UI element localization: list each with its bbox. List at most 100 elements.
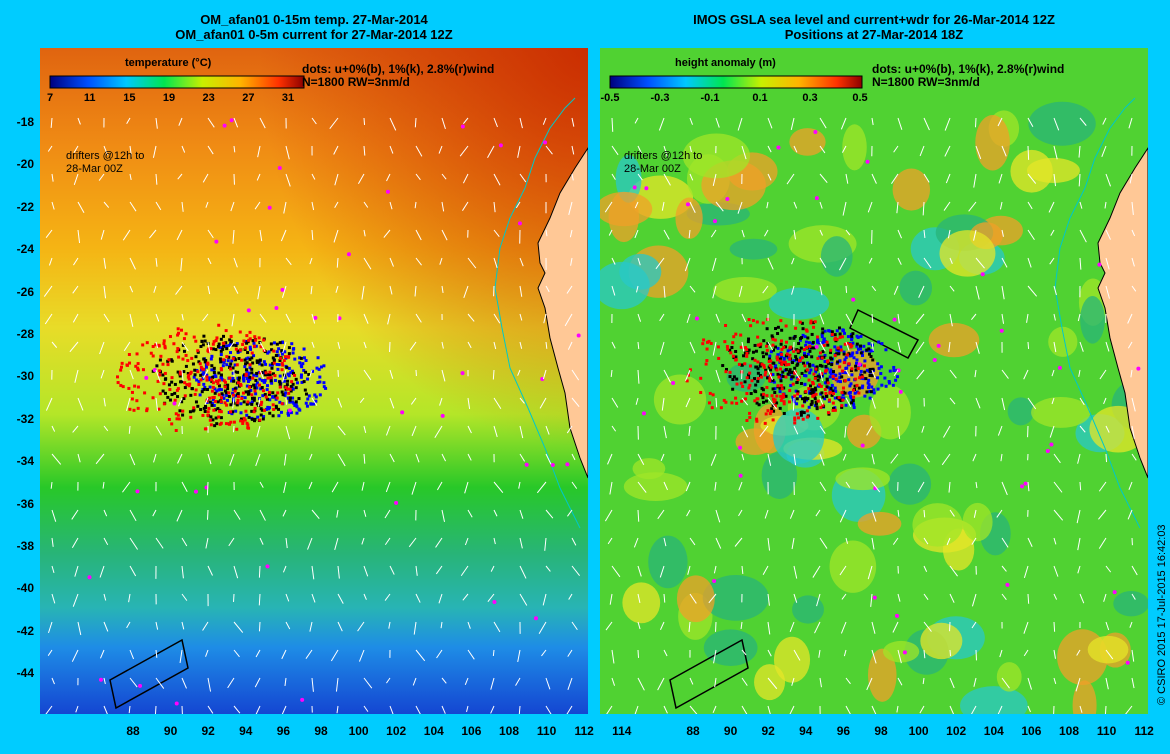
drift-dot-black [271, 372, 275, 376]
drift-dot-blue [808, 346, 812, 350]
drift-dot-black [821, 350, 825, 354]
drift-dot-red [232, 420, 236, 424]
current-arrow [1079, 593, 1085, 604]
drift-dot-red [807, 387, 811, 391]
current-arrow [571, 145, 575, 155]
drifter-marker [246, 308, 251, 313]
current-arrow [897, 341, 901, 353]
drift-dot-red [174, 428, 178, 432]
current-arrow [663, 649, 668, 657]
drift-dot-blue [850, 373, 854, 377]
current-arrow [155, 397, 159, 411]
drift-dot-blue [809, 368, 813, 372]
current-arrow [258, 565, 261, 578]
drift-dot-red [217, 323, 221, 327]
current-arrow [435, 537, 443, 548]
current-arrow [384, 537, 391, 546]
drift-dot-blue [291, 347, 295, 351]
drift-dot-black [250, 396, 254, 400]
current-arrow [177, 173, 183, 180]
current-arrow [285, 313, 291, 323]
drift-dot-red [823, 388, 827, 392]
drift-dot-black [181, 343, 185, 347]
current-arrow [441, 509, 445, 522]
current-arrow [545, 145, 553, 155]
drift-dot-black [212, 370, 216, 374]
drift-dot-red [812, 372, 816, 376]
current-arrow [897, 593, 901, 602]
current-arrow [661, 201, 665, 211]
current-arrow [819, 481, 827, 492]
drifter-marker [193, 489, 198, 494]
drift-dot-red [781, 360, 785, 364]
current-arrow [971, 593, 977, 607]
drift-dot-red [724, 323, 728, 327]
current-arrow [389, 453, 395, 463]
drift-dot-black [765, 327, 769, 331]
current-arrow [1077, 313, 1081, 322]
drift-dot-blue [215, 389, 219, 393]
drift-dot-red [219, 400, 223, 404]
current-arrow [256, 425, 261, 438]
drift-dot-red [743, 362, 747, 366]
drift-dot-blue [841, 328, 845, 332]
x-tick-label: 114 [612, 724, 632, 738]
current-arrow [462, 593, 469, 601]
current-arrow [1099, 369, 1107, 380]
current-arrow [100, 649, 105, 659]
current-arrow [45, 229, 53, 238]
current-arrow [767, 369, 773, 381]
current-arrow [181, 341, 189, 352]
drift-dot-blue [275, 350, 279, 354]
drift-dot-black [210, 364, 214, 368]
current-arrow [604, 509, 613, 522]
drift-dot-blue [286, 412, 290, 416]
drift-dot-blue [837, 349, 841, 353]
drift-dot-red [181, 409, 185, 413]
drift-dot-black [725, 367, 729, 371]
drift-dot-black [271, 414, 275, 418]
drifter-marker [280, 287, 285, 292]
current-arrow [715, 397, 718, 408]
current-arrow [972, 453, 977, 462]
drift-dot-black [765, 399, 769, 403]
drift-dot-black [254, 378, 258, 382]
current-arrow [441, 341, 444, 349]
drift-dot-blue [887, 380, 891, 384]
drift-dot-blue [822, 338, 826, 342]
current-arrow [949, 593, 955, 603]
current-arrow [999, 201, 1003, 210]
current-arrow [357, 621, 365, 632]
drift-dot-black [285, 365, 289, 369]
drift-dot-red [236, 395, 240, 399]
current-arrow [259, 509, 266, 521]
drift-dot-black [237, 357, 241, 361]
current-arrow [258, 621, 261, 632]
drift-dot-blue [792, 359, 796, 363]
current-arrow [357, 173, 365, 185]
drifter-marker [725, 197, 730, 202]
drift-dot-black [259, 413, 263, 417]
drift-dot-blue [842, 350, 846, 354]
drift-dot-blue [301, 362, 305, 366]
current-arrow [77, 621, 82, 636]
drift-dot-blue [789, 377, 793, 381]
drift-dot-black [259, 407, 263, 411]
current-arrow [285, 173, 291, 187]
drift-dot-black [225, 391, 229, 395]
drift-dot-blue [829, 368, 833, 372]
drift-dot-blue [278, 400, 282, 404]
current-arrow [564, 313, 573, 327]
drift-dot-red [840, 404, 844, 408]
drift-dot-red [229, 367, 233, 371]
anomaly-blob-orange [975, 114, 1010, 171]
anomaly-blob-yellow [773, 636, 811, 683]
drift-dot-red [724, 400, 728, 404]
drift-dot-red [228, 376, 232, 380]
drift-dot-blue [789, 384, 793, 388]
drift-dot-red [708, 391, 712, 395]
drift-dot-blue [884, 348, 888, 352]
current-arrow [948, 481, 951, 493]
drift-dot-red [116, 381, 120, 385]
drift-dot-blue [807, 405, 811, 409]
